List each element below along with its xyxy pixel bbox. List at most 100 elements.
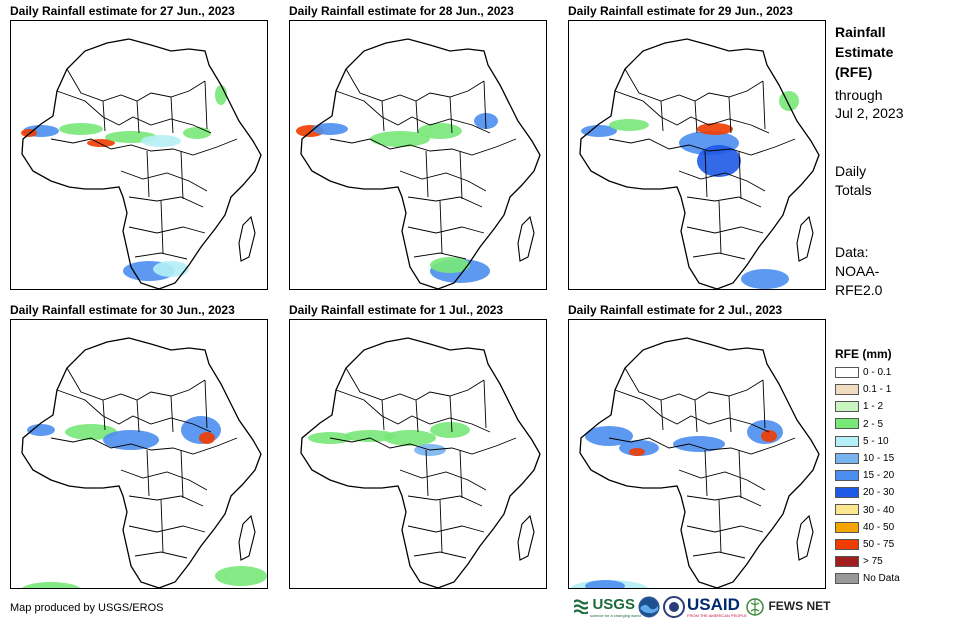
scale-row: 30 - 40 [835,504,894,518]
scale-row: 5 - 10 [835,435,889,449]
africa-map [21,337,267,588]
legend-source-line-3: RFE2.0 [835,282,883,298]
scale-label: No Data [863,573,900,585]
scale-swatch [835,366,859,378]
country-border [134,252,188,260]
rainfall-area [153,261,189,277]
panel-title: Daily Rainfall estimate for 1 Jul., 2023 [289,303,504,317]
continent-outline [300,38,541,289]
country-border [660,80,766,134]
panel-title: Daily Rainfall estimate for 29 Jun., 202… [568,4,793,18]
usgs-wave-icon [573,599,589,615]
country-border [608,138,796,156]
scale-swatch [835,504,859,516]
country-border [102,80,208,134]
scale-label: 50 - 75 [863,539,895,550]
continent-outline [21,38,262,289]
country-border [686,495,762,507]
country-border [686,525,764,533]
country-border [407,495,483,507]
country-border [660,379,766,433]
rainfall-panel-27-jun: Daily Rainfall estimate for 27 Jun., 202… [10,3,272,293]
legend-source-line-2: NOAA- [835,263,880,279]
country-border [329,437,517,455]
legend-through-date: Jul 2, 2023 [835,105,904,121]
fews-net-wordmark: FEWS NET [768,599,831,613]
africa-map [296,38,541,289]
scale-row: 0 - 0.1 [835,366,891,380]
scale-swatch [835,573,859,585]
legend-heading-line-1: Rainfall [835,24,886,40]
country-border [381,80,487,134]
rainfall-area [585,426,633,446]
country-border [614,90,770,134]
rainfall-area [215,85,227,105]
country-border [624,68,764,102]
africa-map [300,337,541,588]
rainfall-area [779,91,799,111]
country-border [56,90,212,134]
rainfall-area [384,430,436,446]
scale-label: > 75 [863,556,883,568]
country-border [146,449,184,553]
scale-label: 5 - 10 [863,435,889,447]
rainfall-area [629,448,645,456]
usaid-wordmark: USAID [687,595,740,614]
country-border [608,437,796,455]
madagascar-outline [517,514,535,561]
rainfall-area [418,123,462,139]
country-border [413,252,467,260]
rainfall-area [312,123,348,135]
country-border [686,196,762,208]
country-border [134,551,188,559]
legend-totals-line-1: Daily [835,163,867,179]
scale-swatch [835,401,859,413]
country-border [345,68,485,102]
country-border [381,379,487,433]
scale-label: 15 - 20 [863,470,895,482]
scale-row: 10 - 15 [835,452,894,466]
panel-title: Daily Rainfall estimate for 30 Jun., 202… [10,303,235,317]
country-border [692,551,746,559]
country-border [120,469,208,491]
country-border [425,150,463,254]
country-border [335,389,491,433]
madagascar-outline [238,215,256,262]
rainfall-panel-1-jul: Daily Rainfall estimate for 1 Jul., 2023 [289,302,551,592]
scale-row: 1 - 2 [835,400,883,414]
rainfall-area [761,430,777,442]
scale-row: > 75 [835,555,883,569]
scale-label: 0.1 - 1 [863,384,892,396]
country-border [407,196,483,208]
rainfall-area [697,145,741,177]
scale-row: 20 - 30 [835,486,894,500]
legend-heading-line-3: (RFE) [835,64,873,80]
rainfall-area [215,566,267,586]
country-border [692,252,746,260]
scale-title: RFE (mm) [835,347,892,361]
rainfall-area [741,269,789,289]
scale-row: 50 - 75 [835,538,894,552]
rainfall-area [344,430,396,442]
rainfall-area [673,436,725,452]
map-28-jun [289,20,547,290]
scale-swatch [835,538,859,550]
noaa-wordmark: NOAA [639,620,645,622]
scale-label: 10 - 15 [863,453,895,464]
scale-swatch [835,556,859,568]
panel-title: Daily Rainfall estimate for 27 Jun., 202… [10,4,235,18]
scale-swatch [835,418,859,430]
dos-seal [663,596,685,620]
country-border [56,389,212,433]
africa-map [569,337,820,588]
country-border [128,226,206,234]
panel-title: Daily Rainfall estimate for 2 Jul., 2023 [568,303,783,317]
scale-label: 30 - 40 [863,504,895,516]
rainfall-area [141,135,181,147]
scale-row: 0.1 - 1 [835,383,891,397]
rainfall-area [27,424,55,436]
map-credit: Map produced by USGS/EROS [10,602,164,614]
rainfall-area [697,123,733,135]
fews-globe-icon [746,598,764,616]
rainfall-area [103,430,159,450]
